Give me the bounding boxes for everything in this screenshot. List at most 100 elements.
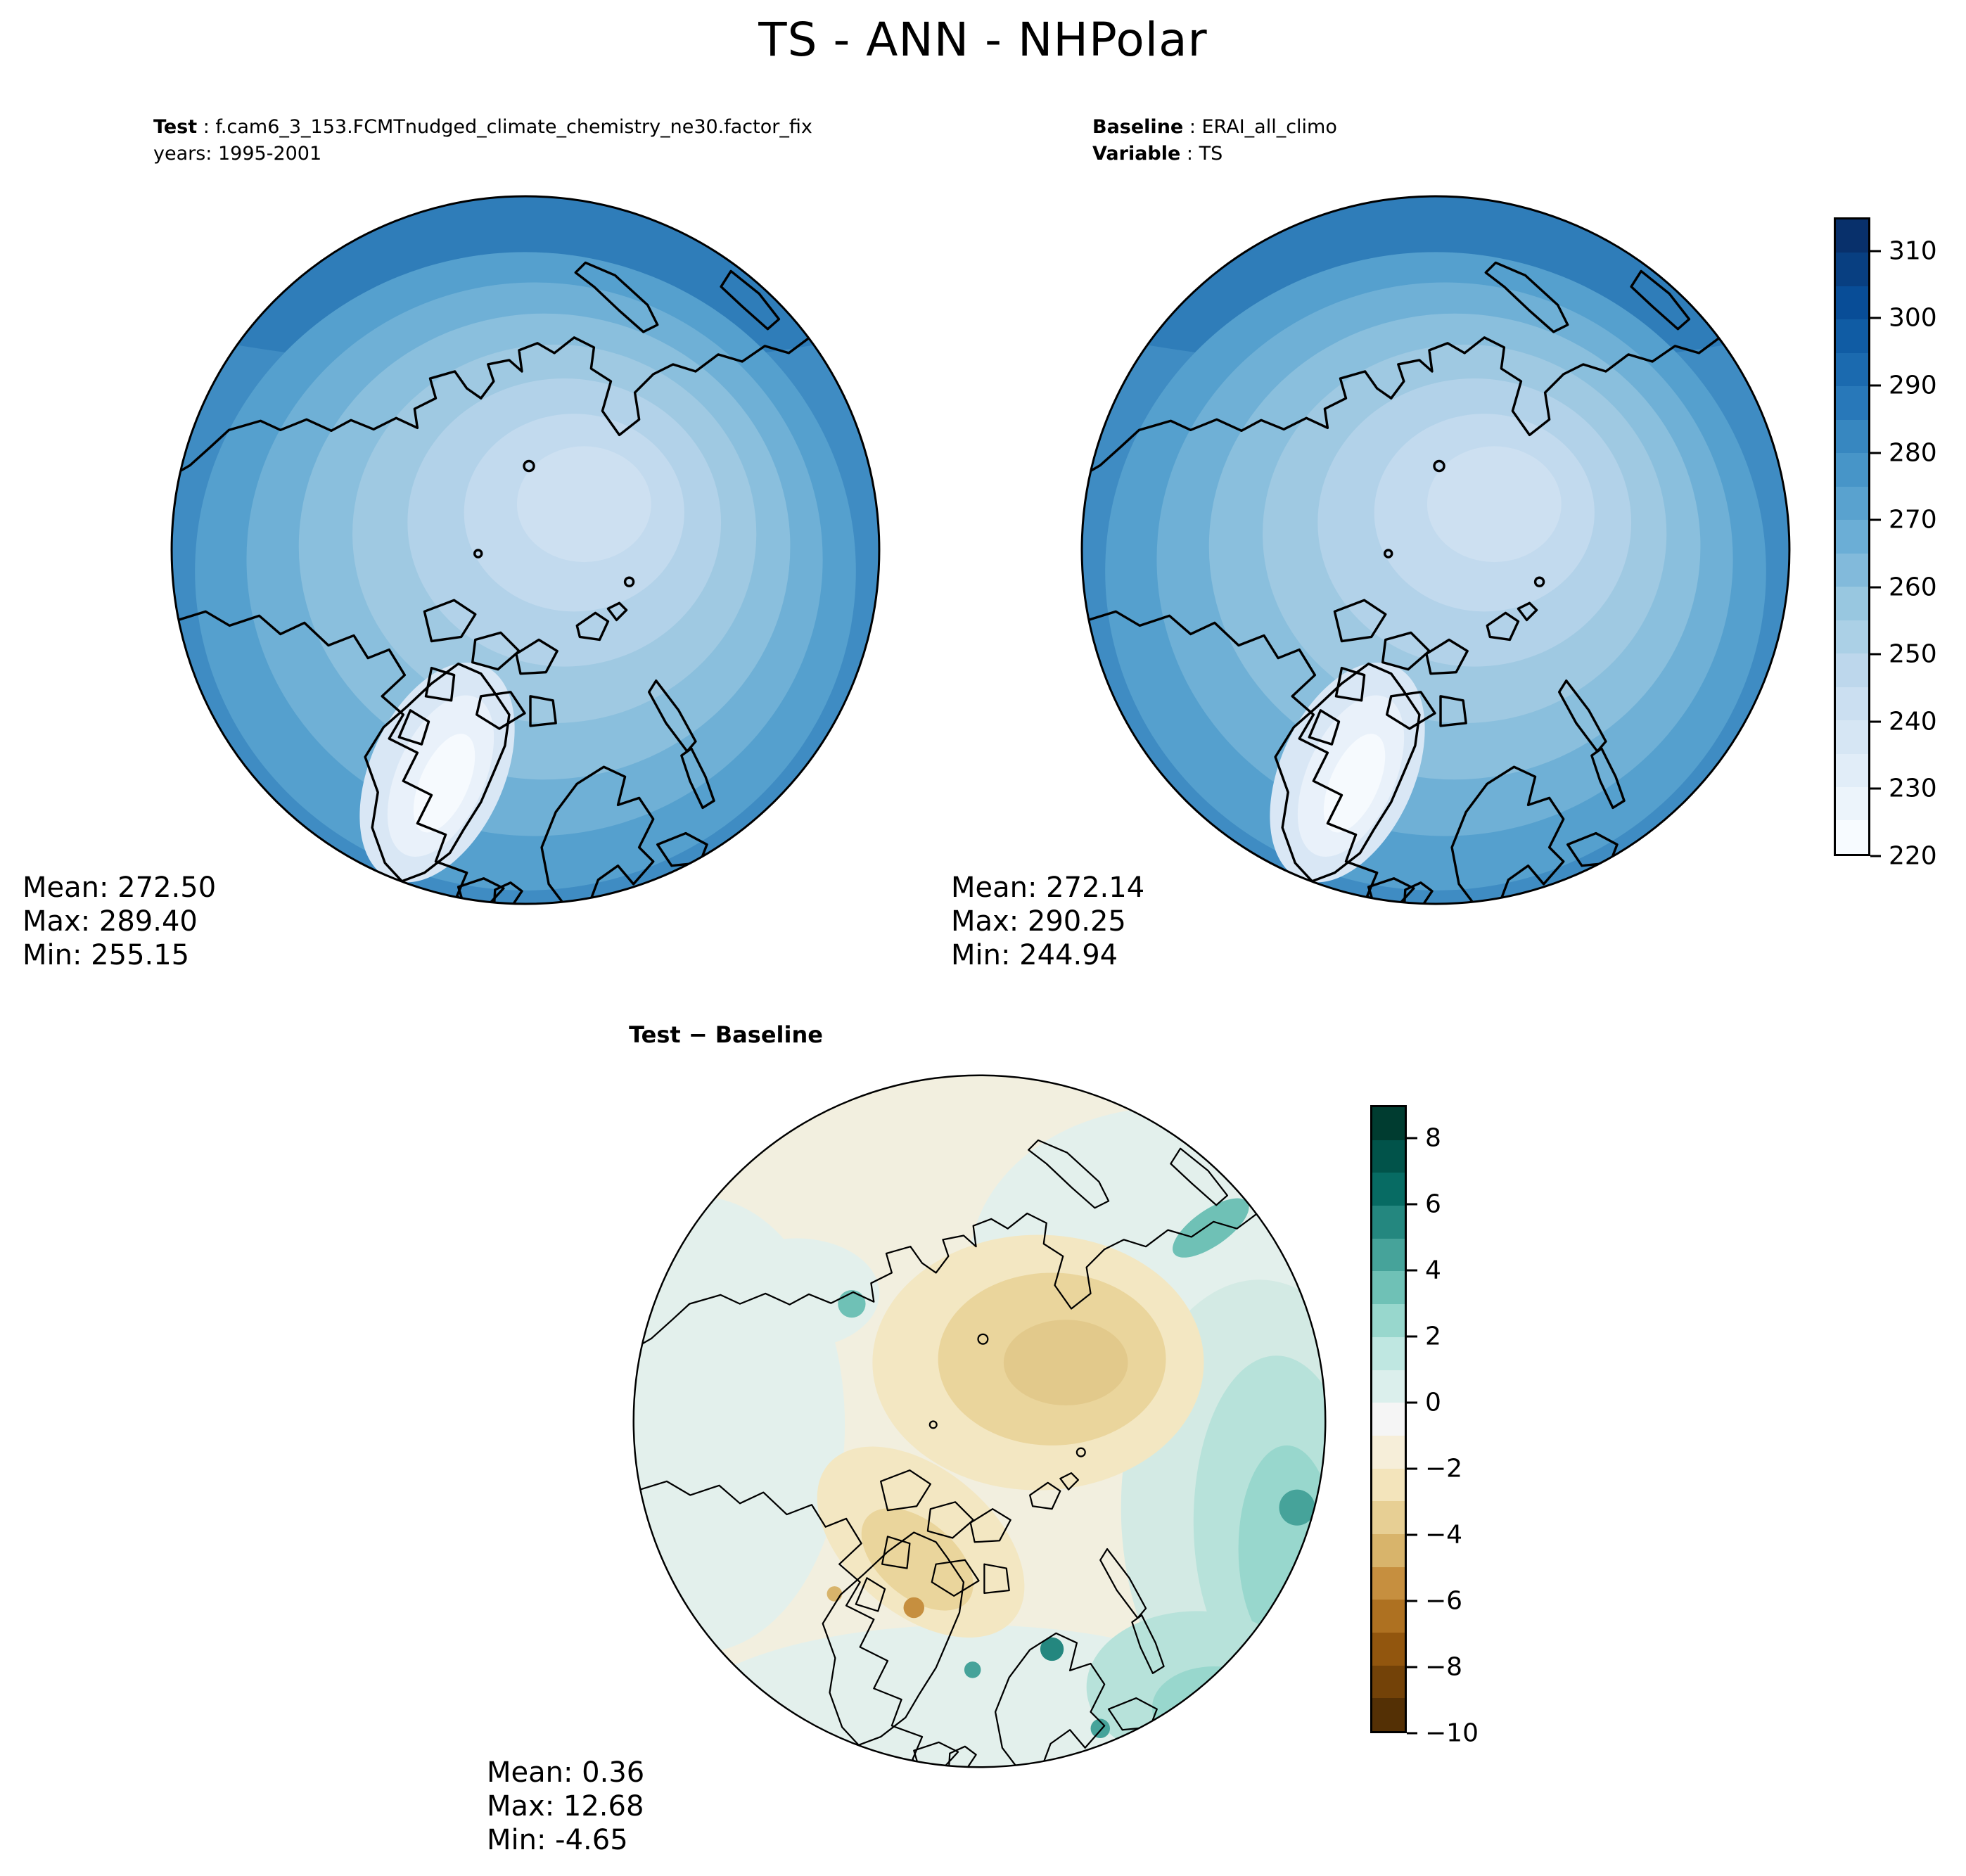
test-key: Test	[153, 116, 198, 138]
baseline-variable-line: Variable : TS	[1092, 141, 1337, 167]
colorbar-band	[1836, 553, 1868, 587]
colorbar-tick-label: 290	[1889, 371, 1937, 400]
colorbar-band	[1372, 1107, 1405, 1140]
colorbar-tick	[1870, 653, 1881, 656]
colorbar-band	[1372, 1533, 1405, 1567]
baseline-mean: Mean: 272.14	[951, 872, 1145, 904]
colorbar-band	[1372, 1173, 1405, 1206]
colorbar-tick	[1870, 586, 1881, 589]
difference-panel-title: Test − Baseline	[629, 1021, 823, 1048]
difference-max: Max: 12.68	[487, 1790, 644, 1823]
colorbar-tick	[1870, 787, 1881, 790]
colorbar-band	[1836, 753, 1868, 787]
colorbar-tick-label: 250	[1889, 639, 1937, 669]
colorbar-tick	[1870, 855, 1881, 857]
colorbar-tick-label: 280	[1889, 438, 1937, 468]
colorbar-band	[1372, 1698, 1405, 1732]
colorbar-band	[1836, 587, 1868, 620]
baseline-max: Max: 290.25	[951, 905, 1126, 938]
colorbar-tick-label: 2	[1425, 1322, 1441, 1351]
colorbar-tick-label: −10	[1425, 1718, 1479, 1748]
baseline-polar-map	[1080, 195, 1791, 905]
colorbar-tick-label: 8	[1425, 1123, 1441, 1153]
colorbar-tick-label: 4	[1425, 1256, 1441, 1285]
colorbar-band	[1372, 1370, 1405, 1403]
baseline-stats: Mean: 272.14 Max: 290.25 Min: 244.94	[951, 871, 1144, 972]
map-boundary-circle	[170, 195, 881, 905]
colorbar-tick-label: 230	[1889, 774, 1937, 803]
colorbar-band	[1372, 1665, 1405, 1699]
colorbar-band	[1372, 1271, 1405, 1305]
test-mean: Mean: 272.50	[23, 872, 217, 904]
test-dataset: : f.cam6_3_153.FCMTnudged_climate_chemis…	[197, 116, 812, 138]
map-boundary-circle	[1080, 195, 1791, 905]
colorbar-band	[1836, 620, 1868, 654]
figure-title: TS - ANN - NHPolar	[758, 13, 1208, 67]
difference-colorbar-bar	[1370, 1105, 1407, 1733]
colorbar-band	[1372, 1206, 1405, 1239]
test-stats: Mean: 272.50 Max: 289.40 Min: 255.15	[23, 871, 216, 972]
colorbar-band	[1372, 1566, 1405, 1600]
colorbar-band	[1372, 1633, 1405, 1666]
colorbar-tick	[1870, 452, 1881, 454]
test-dataset-line: Test : f.cam6_3_153.FCMTnudged_climate_c…	[153, 114, 812, 141]
difference-polar-map	[632, 1074, 1327, 1768]
difference-min: Min: -4.65	[487, 1824, 628, 1856]
baseline-dataset: : ERAI_all_climo	[1183, 116, 1337, 138]
colorbar-tick	[1407, 1600, 1417, 1602]
colorbar-band	[1836, 687, 1868, 721]
colorbar-band	[1836, 520, 1868, 554]
colorbar-tick	[1407, 1401, 1417, 1404]
temperature-colorbar-bar	[1834, 217, 1870, 856]
colorbar-tick	[1407, 1467, 1417, 1470]
colorbar-band	[1836, 419, 1868, 454]
colorbar-tick	[1407, 1732, 1417, 1735]
colorbar-band	[1836, 786, 1868, 821]
colorbar-band	[1836, 453, 1868, 487]
test-max: Max: 289.40	[23, 905, 198, 938]
baseline-panel-label: Baseline : ERAI_all_climo Variable : TS	[1092, 114, 1337, 167]
colorbar-band	[1372, 1140, 1405, 1173]
colorbar-tick	[1870, 518, 1881, 521]
colorbar-band	[1836, 219, 1868, 253]
colorbar-tick-label: 220	[1889, 841, 1937, 871]
colorbar-tick-label: 0	[1425, 1388, 1441, 1417]
colorbar-tick	[1870, 720, 1881, 723]
colorbar-band	[1836, 820, 1868, 854]
colorbar-tick-label: 240	[1889, 707, 1937, 736]
colorbar-tick-label: −8	[1425, 1652, 1463, 1682]
difference-mean: Mean: 0.36	[487, 1756, 645, 1789]
colorbar-tick-label: 310	[1889, 236, 1937, 266]
variable-key: Variable	[1092, 143, 1181, 165]
colorbar-tick	[1407, 1533, 1417, 1536]
colorbar-band	[1836, 352, 1868, 387]
baseline-key: Baseline	[1092, 116, 1184, 138]
colorbar-band	[1836, 486, 1868, 521]
colorbar-tick	[1407, 1203, 1417, 1206]
test-years-line: years: 1995-2001	[153, 143, 322, 165]
colorbar-band	[1836, 653, 1868, 687]
colorbar-tick-label: −4	[1425, 1520, 1463, 1550]
colorbar-tick-label: −2	[1425, 1454, 1463, 1483]
colorbar-band	[1836, 286, 1868, 320]
colorbar-band	[1372, 1468, 1405, 1502]
baseline-min: Min: 244.94	[951, 939, 1118, 971]
test-panel-label: Test : f.cam6_3_153.FCMTnudged_climate_c…	[153, 114, 812, 167]
colorbar-tick	[1407, 1666, 1417, 1668]
colorbar-band	[1836, 720, 1868, 754]
colorbar-band	[1836, 319, 1868, 353]
colorbar-band	[1372, 1238, 1405, 1272]
colorbar-tick-label: 260	[1889, 573, 1937, 602]
difference-stats: Mean: 0.36 Max: 12.68 Min: -4.65	[487, 1756, 644, 1857]
variable-value: : TS	[1180, 143, 1223, 165]
colorbar-tick-label: 300	[1889, 303, 1937, 333]
colorbar-band	[1372, 1403, 1405, 1436]
colorbar-tick	[1407, 1335, 1417, 1338]
colorbar-band	[1372, 1600, 1405, 1633]
colorbar-band	[1836, 386, 1868, 420]
colorbar-tick	[1870, 250, 1881, 253]
test-min: Min: 255.15	[23, 939, 190, 971]
colorbar-tick	[1870, 384, 1881, 387]
colorbar-band	[1836, 253, 1868, 286]
colorbar-band	[1372, 1304, 1405, 1337]
